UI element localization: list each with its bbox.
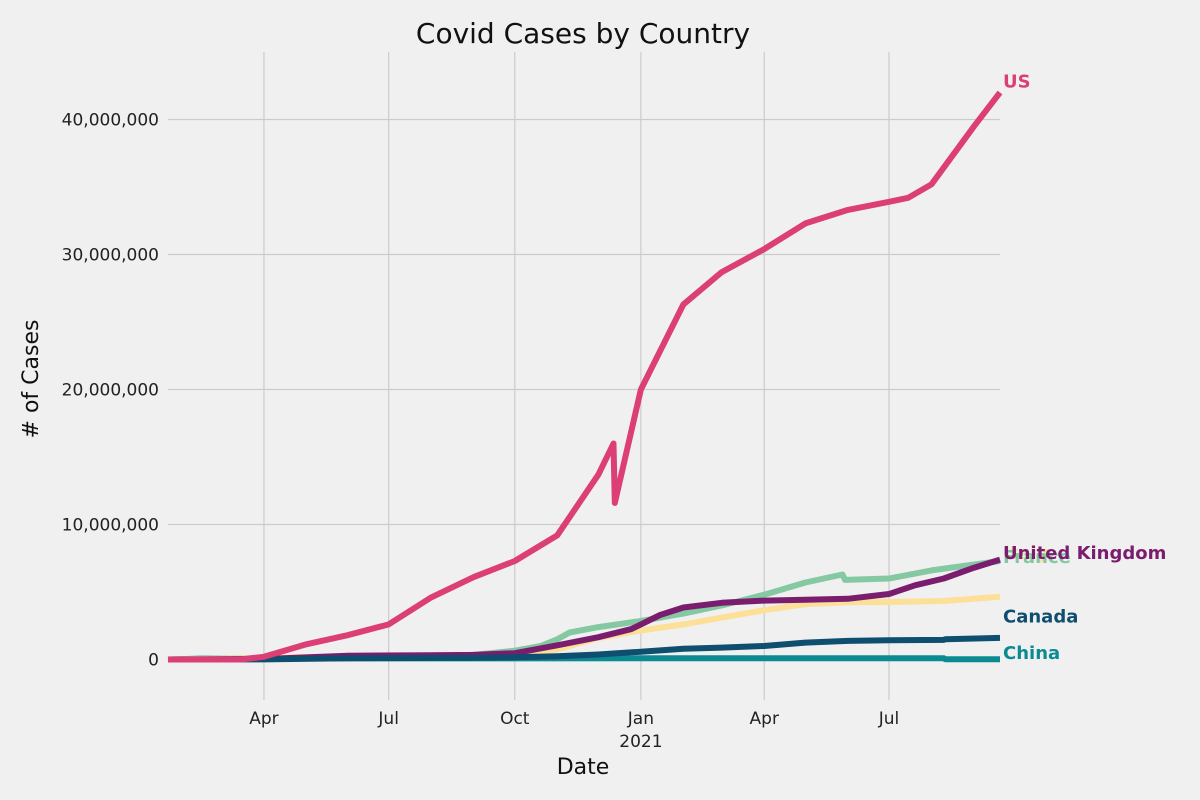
series-label-france: France (1003, 547, 1071, 568)
series-lines (167, 90, 1003, 663)
x-tick-sublabel: 2021 (619, 732, 662, 752)
y-tick-label: 10,000,000 (62, 516, 159, 536)
x-tick-label: Apr (249, 709, 278, 729)
series-label-china: China (1003, 643, 1060, 664)
series-label-united-kingdom: United Kingdom (1003, 543, 1166, 564)
series-line-us (168, 90, 1003, 663)
y-tick-label: 30,000,000 (62, 246, 159, 266)
y-axis-label: # of Cases (19, 320, 44, 439)
series-label-italy: Italy (1003, 543, 1049, 564)
y-tick-label: 0 (148, 651, 159, 671)
x-tick-label: Jan (627, 709, 654, 729)
series-label-canada: Canada (1003, 606, 1078, 627)
x-axis-label: Date (557, 755, 610, 780)
x-tick-label: Oct (500, 709, 530, 729)
chart-title: Covid Cases by Country (416, 17, 750, 50)
x-gridlines (263, 52, 890, 700)
x-tick-label: Apr (750, 709, 779, 729)
series-label-us: US (1003, 72, 1031, 93)
y-tick-label: 20,000,000 (62, 381, 159, 401)
y-tick-label: 40,000,000 (62, 111, 159, 131)
x-tick-label: Jul (377, 709, 399, 729)
x-tick-label: Jul (878, 709, 900, 729)
tick-labels: Apr Jul Oct Jan 2021 Apr Jul 0 10,000,000 20,000,… (62, 111, 900, 753)
series-line-canada (167, 634, 1001, 663)
